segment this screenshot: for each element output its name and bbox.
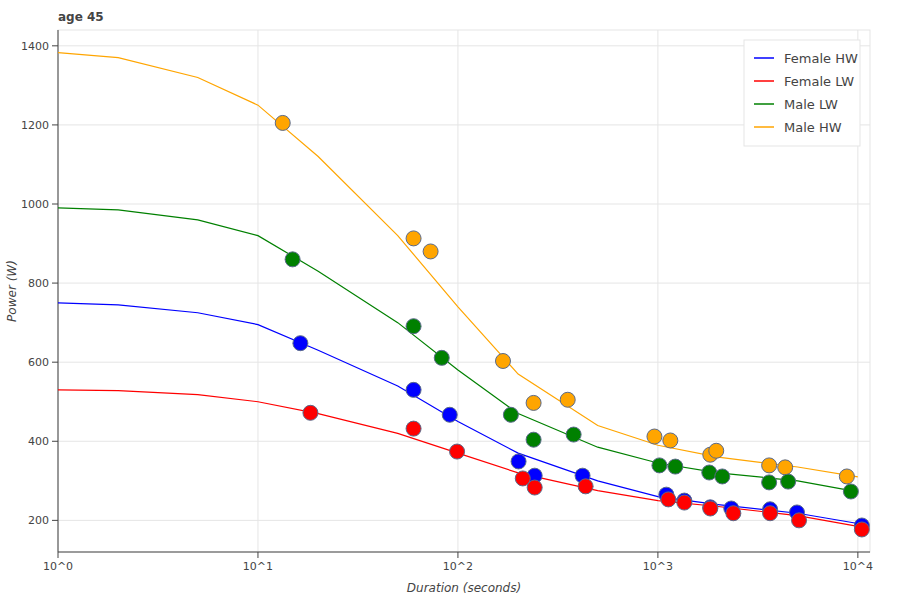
series-line [58,303,858,524]
legend-label: Female LW [784,74,854,89]
y-tick-label: 600 [28,356,49,369]
point [442,407,457,422]
legend-swatch [754,126,774,128]
y-tick-label: 800 [28,277,49,290]
axes: 10^0 10^1 10^2 10^3 10^4 200 400 600 800 1000 1200… [21,30,873,573]
grid-line [58,204,870,205]
legend-swatch [754,103,774,105]
tick [857,552,858,558]
point [578,479,593,494]
point [781,474,796,489]
point [423,244,438,259]
tick [52,45,58,46]
point [854,522,869,537]
chart: 10^0 10^1 10^2 10^3 10^4 200 400 600 800 1000 1200… [0,0,900,600]
tick [657,552,658,558]
legend-box [744,40,860,146]
point [661,492,676,507]
y-tick-label: 200 [28,514,49,527]
legend-swatch [754,57,774,59]
point [566,427,581,442]
y-tick-label: 1000 [21,198,49,211]
point [303,405,318,420]
point [778,460,793,475]
point [709,443,724,458]
tick [52,520,58,521]
x-tick-label: 10^0 [43,560,73,573]
grid-line [257,30,258,552]
point [526,432,541,447]
tick [58,552,59,558]
series-line [58,390,858,526]
plot-area [58,30,870,552]
point [275,115,290,130]
point [715,469,730,484]
point [406,319,421,334]
point [839,469,854,484]
series-line [58,208,858,492]
x-tick-label: 10^1 [243,560,273,573]
x-tick-label: 10^3 [643,560,673,573]
tick [52,204,58,205]
point [762,458,777,473]
point [792,513,807,528]
point [293,336,308,351]
point [511,454,526,469]
tick [457,552,458,558]
point [652,458,667,473]
tick [52,124,58,125]
point [560,392,575,407]
point [450,444,465,459]
tick [52,362,58,363]
tick [257,552,258,558]
grid-line [58,283,870,284]
point [763,506,778,521]
legend-label: Male HW [784,120,842,135]
point [526,395,541,410]
point [677,495,692,510]
grid [58,30,870,552]
tick [52,441,58,442]
x-axis-label: Duration (seconds) [407,581,521,595]
grid-line [457,30,458,552]
grid-line [58,30,59,552]
point [434,350,449,365]
grid-line [58,441,870,442]
x-tick-label: 10^4 [843,560,873,573]
legend: Female HW Female LW Male LW Male HW [744,40,860,146]
y-tick-label: 1200 [21,119,49,132]
point [527,480,542,495]
point [703,501,718,516]
point [406,382,421,397]
legend-label: Female HW [784,51,858,66]
point [668,459,683,474]
point [762,475,777,490]
legend-label: Male LW [784,97,838,112]
point [406,421,421,436]
point [285,252,300,267]
point [503,407,518,422]
point [726,506,741,521]
y-axis-line [58,30,59,552]
point [406,231,421,246]
point [647,429,662,444]
x-tick-label: 10^2 [443,560,473,573]
legend-swatch [754,80,774,82]
x-axis-line [58,552,870,553]
title: age 45 [58,10,104,24]
grid-line [657,30,658,552]
grid-line [58,362,870,363]
y-tick-label: 400 [28,435,49,448]
y-axis-label: Power (W) [5,260,19,322]
grid-line [58,520,870,521]
y-tick-label: 1400 [21,40,49,53]
series-line [58,53,858,477]
point [663,433,678,448]
point [843,484,858,499]
point [495,353,510,368]
tick [52,283,58,284]
